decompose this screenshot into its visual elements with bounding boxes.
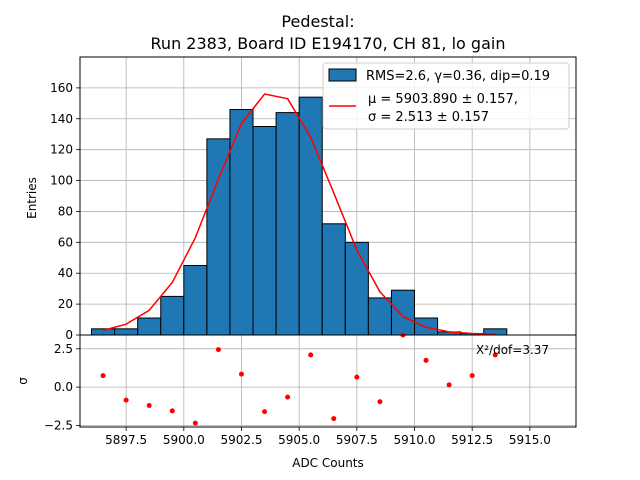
x-tick-label: 5897.5 bbox=[105, 433, 147, 447]
residual-point bbox=[423, 357, 429, 363]
x-tick-label: 5902.5 bbox=[220, 433, 262, 447]
histogram-bar bbox=[367, 297, 392, 336]
residual-point bbox=[492, 352, 498, 358]
legend: RMS=2.6, γ=0.36, dip=0.19 μ = 5903.890 ±… bbox=[322, 62, 570, 130]
residual-point bbox=[285, 394, 291, 400]
residual-point bbox=[262, 409, 268, 415]
residual-point bbox=[123, 397, 129, 403]
top-y-tick-label: 20 bbox=[58, 297, 73, 311]
top-y-tick-label: 60 bbox=[58, 235, 73, 249]
top-y-tick-label: 120 bbox=[50, 143, 73, 157]
histogram-bar bbox=[275, 112, 300, 336]
residual-y-tick-label: 2.5 bbox=[54, 342, 73, 356]
top-y-tick-label: 40 bbox=[58, 266, 73, 280]
residual-point bbox=[169, 408, 175, 414]
residual-point bbox=[192, 420, 198, 426]
residual-point bbox=[446, 382, 452, 388]
x-tick-label: 5900.0 bbox=[163, 433, 205, 447]
top-y-tick-label: 80 bbox=[58, 204, 73, 218]
chart-title-line2: Run 2383, Board ID E194170, CH 81, lo ga… bbox=[151, 34, 506, 53]
residual-plot-grid bbox=[80, 335, 576, 427]
histogram-bar bbox=[183, 265, 208, 336]
residual-point bbox=[331, 416, 337, 422]
residual-y-axis-label: σ bbox=[16, 377, 30, 385]
histogram-bar bbox=[298, 96, 323, 336]
top-y-tick-label: 0 bbox=[65, 328, 73, 342]
legend-box bbox=[322, 62, 570, 130]
histogram-bar bbox=[137, 317, 162, 336]
legend-histogram-swatch bbox=[328, 68, 357, 82]
residual-point bbox=[377, 399, 383, 405]
residual-point bbox=[354, 374, 360, 380]
chi2-annotation: X²/dof=3.37 bbox=[476, 343, 549, 357]
residual-points bbox=[100, 332, 498, 426]
residual-plot-frame bbox=[79, 334, 577, 428]
residual-point bbox=[146, 403, 152, 409]
histogram-bar bbox=[160, 295, 185, 336]
x-tick-label: 5915.0 bbox=[509, 433, 551, 447]
legend-fit-label-line2: σ = 2.513 ± 0.157 bbox=[368, 110, 489, 125]
x-axis-label: ADC Counts bbox=[292, 456, 364, 470]
residual-y-tick-label: −2.5 bbox=[44, 418, 73, 432]
residual-point bbox=[469, 373, 475, 379]
chart-title-line1: Pedestal: bbox=[281, 12, 354, 31]
histogram-bar bbox=[206, 138, 231, 336]
top-y-axis-ticks: 0 20 40 60 80 100 120 140 160 bbox=[50, 81, 80, 342]
x-tick-label: 5910.0 bbox=[394, 433, 436, 447]
histogram-bar bbox=[390, 289, 416, 336]
histogram-bar bbox=[344, 241, 369, 336]
residual-point bbox=[238, 371, 244, 377]
x-tick-label: 5912.5 bbox=[451, 433, 493, 447]
top-y-tick-label: 160 bbox=[50, 81, 73, 95]
histogram-bar bbox=[252, 126, 277, 336]
gaussian-fit-line bbox=[102, 93, 496, 335]
top-y-tick-label: 100 bbox=[50, 174, 73, 188]
residual-y-tick-label: 0.0 bbox=[54, 380, 73, 394]
x-tick-label: 5907.5 bbox=[336, 433, 378, 447]
residual-point bbox=[308, 352, 314, 358]
top-y-tick-label: 140 bbox=[50, 112, 73, 126]
residual-y-axis-ticks: −2.5 0.0 2.5 bbox=[44, 342, 80, 432]
histogram-bar bbox=[114, 328, 139, 336]
x-axis-ticks: 5897.5 5900.0 5902.5 5905.0 5907.5 5910.0 5912… bbox=[105, 427, 551, 447]
residual-point bbox=[215, 347, 221, 353]
histogram-bar bbox=[321, 223, 346, 336]
legend-histogram-label: RMS=2.6, γ=0.36, dip=0.19 bbox=[366, 69, 550, 84]
top-y-axis-label: Entries bbox=[25, 177, 39, 219]
residual-point bbox=[100, 373, 106, 379]
legend-fit-label-line1: μ = 5903.890 ± 0.157, bbox=[368, 92, 518, 107]
histogram-bars bbox=[91, 96, 508, 336]
x-tick-label: 5905.0 bbox=[278, 433, 320, 447]
